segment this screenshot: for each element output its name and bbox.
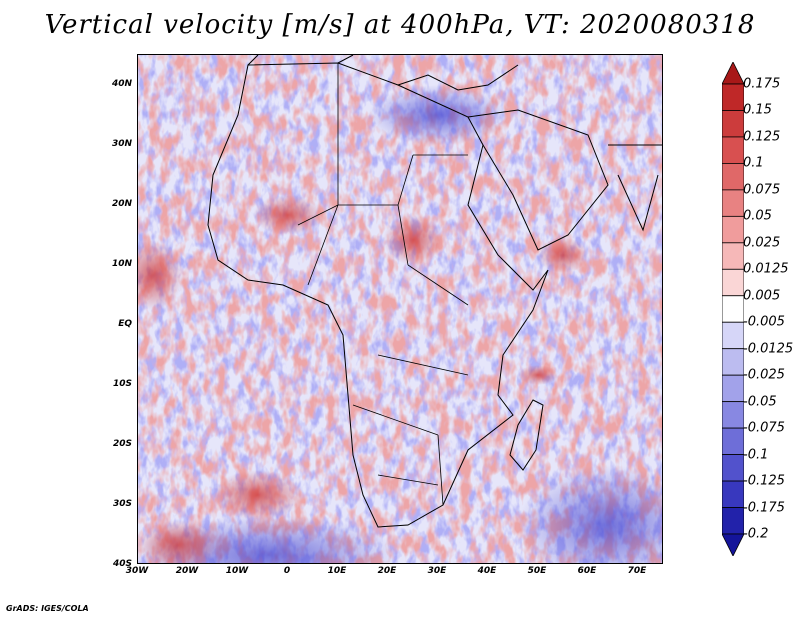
arabia-coastline [467, 109, 609, 251]
colorbar-swatch [722, 401, 744, 429]
colorbar-label: -0.0125 [743, 341, 794, 357]
colorbar-label: -0.175 [743, 500, 785, 516]
lat-label: 20S [112, 439, 132, 449]
colorbar-swatch [722, 480, 744, 508]
lon-label: 20E [377, 566, 397, 576]
colorbar-label: 0.125 [743, 129, 781, 145]
madagascar-coastline [509, 399, 544, 471]
colorbar-swatch [722, 374, 744, 403]
colorbar-label: 0.0125 [743, 261, 789, 277]
lat-label: 40N [111, 79, 132, 89]
lon-label: 70E [627, 566, 647, 576]
lon-label: 50E [527, 566, 547, 576]
colorbar-swatch [722, 427, 744, 455]
lat-label: 20N [111, 199, 132, 209]
colorbar-swatch [722, 189, 744, 217]
lon-label: 60E [577, 566, 597, 576]
lon-label: 0 [283, 566, 291, 576]
colorbar [722, 62, 744, 556]
colorbar-label: -0.025 [743, 367, 785, 383]
colorbar-label: 0.1 [743, 155, 764, 171]
lon-label: 10W [225, 566, 249, 576]
colorbar-swatch [722, 215, 744, 244]
lat-label: 10N [111, 259, 132, 269]
colorbar-label: -0.1 [743, 447, 769, 463]
colorbar-swatch [722, 62, 744, 85]
chart-title: Vertical velocity [m/s] at 400hPa, VT: 2… [44, 10, 756, 40]
lat-label: 30N [111, 139, 132, 149]
colorbar-swatch [722, 163, 744, 191]
colorbar-swatch [722, 110, 744, 138]
lon-label: 30E [427, 566, 447, 576]
colorbar-swatch [722, 321, 744, 350]
colorbar-label: 0.05 [743, 208, 772, 224]
lat-label: 40S [112, 559, 132, 569]
colorbar-swatch [722, 533, 744, 556]
colorbar-swatch [722, 295, 744, 323]
colorbar-label: 0.075 [743, 182, 781, 198]
lon-label: 10E [327, 566, 347, 576]
colorbar-label: -0.005 [743, 314, 785, 330]
colorbar-swatch [722, 242, 744, 270]
velocity-field-map [138, 55, 662, 563]
map-panel [137, 54, 663, 564]
lat-label: 10S [112, 379, 132, 389]
colorbar-label: 0.025 [743, 235, 781, 251]
country-borders [297, 63, 469, 506]
colorbar-label: 0.15 [743, 102, 772, 118]
colorbar-label: -0.05 [743, 394, 777, 410]
colorbar-swatch [722, 83, 744, 111]
colorbar-label: 0.175 [743, 76, 781, 92]
india-coastline [608, 144, 662, 232]
colorbar-swatch [722, 268, 744, 297]
colorbar-label: 0.005 [743, 288, 781, 304]
lat-label: EQ [118, 319, 132, 329]
lon-label: 30W [125, 566, 149, 576]
lat-label: 30S [112, 499, 132, 509]
europe-coastline [247, 55, 519, 91]
credit-text: GrADS: IGES/COLA [6, 604, 89, 613]
colorbar-swatch [722, 507, 744, 535]
colorbar-swatch [722, 348, 744, 376]
colorbar-label: -0.2 [743, 526, 769, 542]
lon-label: 20W [175, 566, 199, 576]
colorbar-label: -0.075 [743, 420, 785, 436]
colorbar-label: -0.125 [743, 473, 785, 489]
colorbar-swatch [722, 454, 744, 482]
lon-label: 40E [477, 566, 497, 576]
colorbar-swatch [722, 136, 744, 164]
